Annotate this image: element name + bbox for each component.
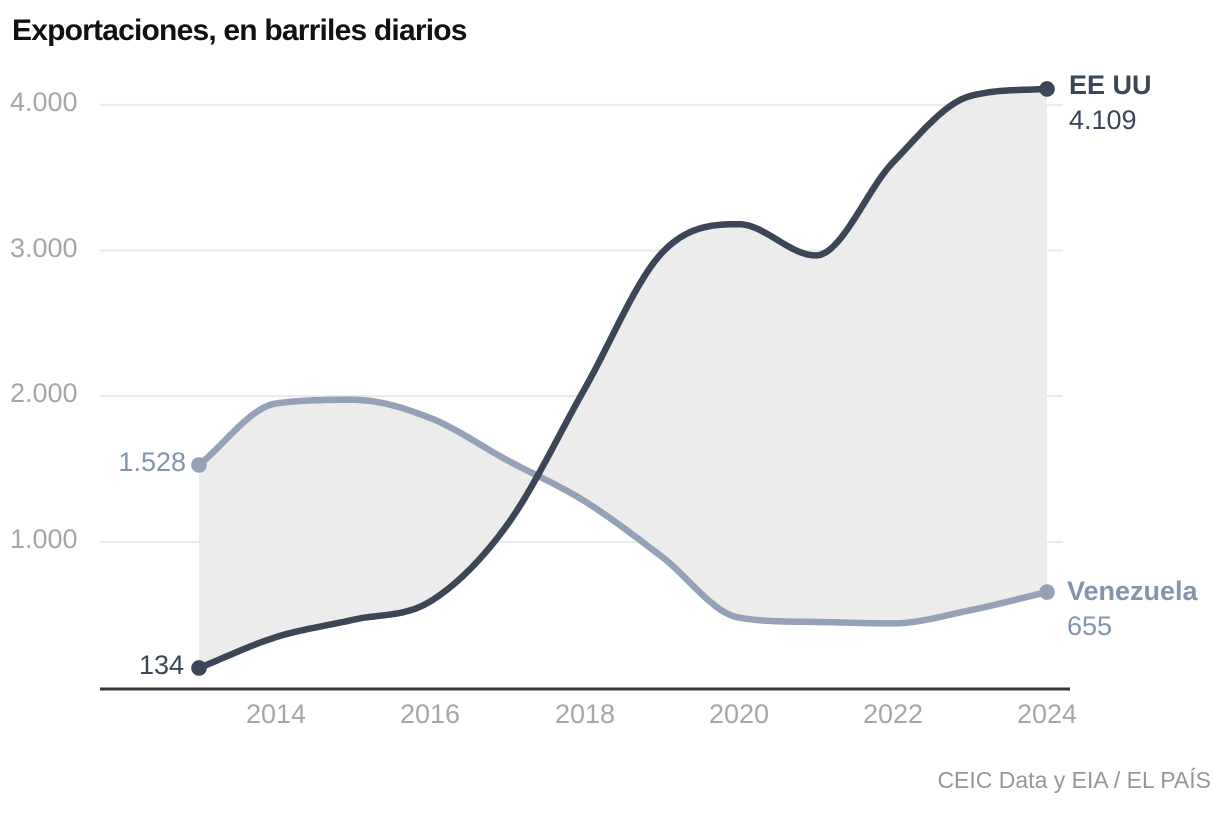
fill-between-series: [199, 89, 1047, 668]
x-tick-label: 2022: [862, 699, 924, 729]
chart-title: Exportaciones, en barriles diarios: [12, 14, 467, 47]
y-tick-label: 1.000: [10, 524, 78, 554]
source-credit: CEIC Data y EIA / EL PAÍS: [937, 767, 1211, 793]
venezuela-series-name: Venezuela: [1067, 576, 1198, 606]
x-tick-label: 2024: [1016, 699, 1078, 729]
x-tick-label: 2016: [399, 699, 461, 729]
us-line-start-dot: [191, 660, 207, 676]
us-end-value: 4.109: [1069, 105, 1137, 135]
x-tick-label: 2014: [245, 699, 307, 729]
endpoint-dots-group: [191, 81, 1055, 676]
us-line: [195, 85, 1051, 672]
us-series-name: EE UU: [1069, 70, 1152, 100]
venezuela-end-value: 655: [1067, 611, 1113, 641]
y-tick-label: 2.000: [10, 378, 78, 408]
venezuela-line: [195, 396, 1051, 627]
y-tick-label: 3.000: [10, 233, 78, 263]
venezuela-start-value: 1.528: [118, 447, 186, 477]
venezuela-line-start-dot: [191, 457, 207, 473]
venezuela-line-end-dot: [1039, 584, 1055, 600]
x-tick-label: 2020: [708, 699, 770, 729]
x-tick-label: 2018: [554, 699, 616, 729]
y-tick-label: 4.000: [10, 87, 78, 117]
us-start-value: 134: [138, 650, 184, 680]
us-line-end-dot: [1039, 81, 1055, 97]
